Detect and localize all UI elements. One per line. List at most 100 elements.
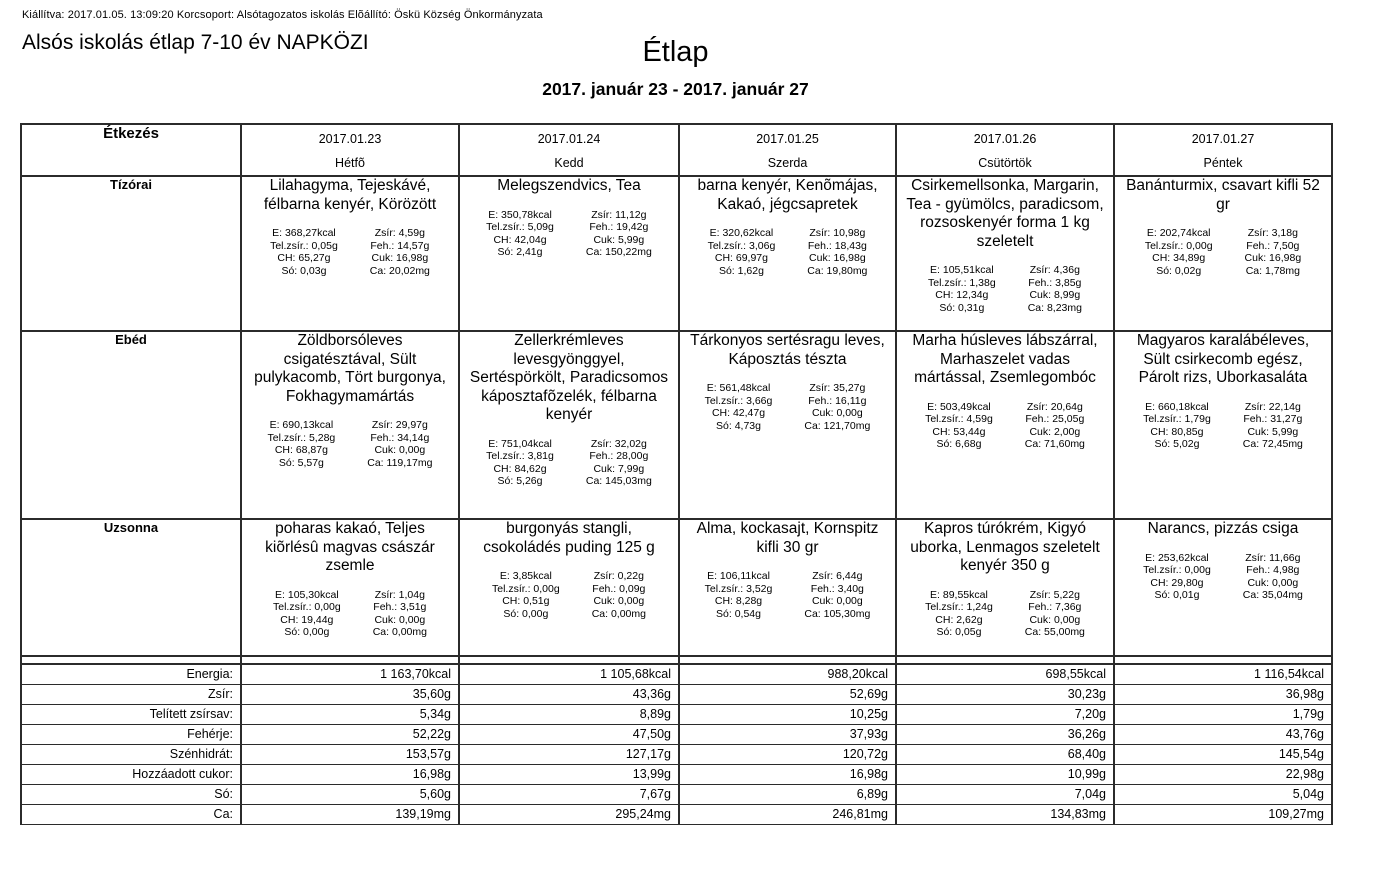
nutrition-line: Tel.zsír.: 0,00g	[1144, 239, 1213, 252]
nutrition-line: Feh.: 25,05g	[1025, 413, 1085, 425]
summary-value: 36,26g	[895, 723, 1115, 745]
meal-menu-text: Alma, kockasajt, Kornspitz kifli 30 gr	[696, 520, 879, 556]
nutrition-line: Zsír: 11,12g	[591, 208, 647, 221]
nutrition-line: Feh.: 14,57g	[370, 239, 430, 252]
weekly-menu-table: Étkezés 2017.01.23 Hétfõ 2017.01.24 Kedd 2017…	[20, 123, 1333, 825]
nutrition-column-left: E: 105,51kcal Tel.zsír.: 1,38g CH: 12,34g S…	[928, 264, 996, 314]
summary-row: Szénhidrát: 153,57g 127,17g 120,72g 68,40g 14…	[20, 743, 1333, 765]
date-range-subtitle: 2017. január 23 - 2017. január 27	[542, 79, 809, 99]
nutrition-column-left: E: 3,85kcal Tel.zsír.: 0,00g CH: 0,51g Só: …	[492, 570, 560, 620]
meal-cell: Csirkemellsonka, Margarin, Tea - gyümölc…	[895, 175, 1115, 332]
nutrition-block: E: 690,13kcal Tel.zsír.: 5,28g CH: 68,87g S…	[242, 419, 458, 469]
nutrition-line: Zsír: 32,02g	[590, 437, 647, 450]
nutrition-line: Ca: 8,23mg	[1027, 301, 1082, 314]
nutrition-line: CH: 68,87g	[274, 444, 328, 456]
nutrition-line: Só: 0,05g	[936, 626, 982, 638]
nutrition-line: CH: 2,62g	[935, 613, 983, 626]
nutrition-line: E: 561,48kcal	[706, 382, 771, 394]
nutrition-line: E: 106,11kcal	[707, 570, 770, 582]
summary-value: 127,17g	[458, 743, 680, 765]
summary-row: Telített zsírsav: 5,34g 8,89g 10,25g 7,20g 1,…	[20, 703, 1333, 725]
nutrition-column-left: E: 106,11kcal Tel.zsír.: 3,52g CH: 8,28g Só…	[705, 570, 773, 620]
spacer-cell	[1113, 655, 1333, 665]
nutrition-line: Feh.: 18,43g	[807, 239, 867, 252]
nutrition-line: Ca: 19,80mg	[807, 264, 868, 277]
nutrition-line: CH: 65,27g	[277, 252, 331, 264]
summary-value: 6,89g	[678, 783, 897, 805]
nutrition-block: E: 105,30kcal Tel.zsír.: 0,00g CH: 19,44g S…	[242, 589, 458, 639]
nutrition-column-right: Zsír: 1,04g Feh.: 3,51g Cuk: 0,00g Ca: 0,00…	[373, 589, 427, 639]
summary-value: 7,20g	[895, 703, 1115, 725]
summary-value: 5,04g	[1113, 783, 1333, 805]
nutrition-line: CH: 53,44g	[932, 425, 986, 438]
nutrition-line: Zsír: 35,27g	[809, 382, 866, 394]
page-title: Étlap	[642, 36, 709, 68]
nutrition-line: Ca: 105,30mg	[804, 607, 871, 620]
nutrition-column-left: E: 350,78kcal Tel.zsír.: 5,09g CH: 42,04g S…	[486, 209, 554, 259]
nutrition-column-right: Zsír: 4,59g Feh.: 14,57g Cuk: 16,98g Ca: 20…	[370, 227, 430, 277]
summary-value: 7,04g	[895, 783, 1115, 805]
meal-menu-text: Narancs, pizzás csiga	[1147, 520, 1299, 537]
nutrition-line: Zsír: 1,04g	[374, 588, 425, 601]
meal-menu-text: Zellerkrémleves levesgyönggyel, Sertéspö…	[469, 332, 669, 423]
meal-cell: Zöldborsóleves csigatésztával, Sült puly…	[240, 330, 460, 520]
nutrition-block: E: 253,62kcal Tel.zsír.: 0,00g CH: 29,80g S…	[1115, 552, 1331, 602]
nutrition-line: Só: 0,03g	[281, 264, 327, 277]
summary-value: 145,54g	[1113, 743, 1333, 765]
nutrition-line: Só: 5,57g	[278, 456, 324, 469]
summary-value: 68,40g	[895, 743, 1115, 765]
summary-value: 988,20kcal	[678, 663, 897, 685]
summary-value: 1 116,54kcal	[1113, 663, 1333, 685]
nutrition-column-left: E: 751,04kcal Tel.zsír.: 3,81g CH: 84,62g S…	[486, 438, 554, 488]
nutrition-column-right: Zsír: 5,22g Feh.: 7,36g Cuk: 0,00g Ca: 55,0…	[1025, 589, 1085, 639]
meal-row: Uzsonna poharas kakaó, Teljes kiõrlésû ma…	[20, 518, 1333, 657]
column-header-day: 2017.01.23 Hétfõ	[240, 123, 460, 177]
nutrition-line: Ca: 1,78mg	[1245, 264, 1300, 277]
nutrition-column-left: E: 368,27kcal Tel.zsír.: 0,05g CH: 65,27g S…	[270, 227, 338, 277]
meal-menu-text: Magyaros karalábéleves, Sült csirkecomb …	[1136, 332, 1310, 386]
table-header: Étkezés 2017.01.23 Hétfõ 2017.01.24 Kedd 2017…	[20, 123, 1333, 177]
nutrition-line: Só: 0,01g	[1154, 589, 1200, 601]
summary-row: Energia: 1 163,70kcal 1 105,68kcal 988,20kc…	[20, 663, 1333, 685]
nutrition-line: Tel.zsír.: 3,81g	[486, 450, 554, 462]
summary-value: 37,93g	[678, 723, 897, 745]
nutrition-column-left: E: 503,49kcal Tel.zsír.: 4,59g CH: 53,44g S…	[925, 401, 993, 451]
nutrition-line: Só: 4,73g	[716, 419, 761, 432]
nutrition-block: E: 751,04kcal Tel.zsír.: 3,81g CH: 84,62g S…	[460, 438, 678, 488]
column-header-day: 2017.01.25 Szerda	[678, 123, 897, 177]
nutrition-column-right: Zsír: 11,12g Feh.: 19,42g Cuk: 5,99g Ca: 15…	[586, 209, 652, 259]
nutrition-line: E: 751,04kcal	[488, 437, 552, 450]
summary-row-label: Fehérje:	[20, 723, 242, 745]
meal-cell: Magyaros karalábéleves, Sült csirkecomb …	[1113, 330, 1333, 520]
nutrition-line: Tel.zsír.: 1,24g	[925, 601, 993, 613]
meal-row-label: Tízórai	[20, 175, 242, 332]
nutrition-line: E: 253,62kcal	[1145, 551, 1209, 564]
summary-value: 153,57g	[240, 743, 460, 765]
meal-row: Tízórai Lilahagyma, Tejeskávé, félbarna k…	[20, 175, 1333, 332]
nutrition-line: CH: 69,97g	[714, 252, 768, 264]
meal-cell: Kapros túrókrém, Kigyó uborka, Lenmagos …	[895, 518, 1115, 657]
nutrition-line: CH: 8,28g	[714, 595, 763, 607]
nutrition-line: Cuk: 8,99g	[1029, 289, 1081, 301]
meal-cell: Tárkonyos sertésragu leves, Káposztás té…	[678, 330, 897, 520]
nutrition-block: E: 503,49kcal Tel.zsír.: 4,59g CH: 53,44g S…	[897, 401, 1113, 451]
nutrition-line: Tel.zsír.: 0,00g	[492, 582, 560, 595]
nutrition-block: E: 320,62kcal Tel.zsír.: 3,06g CH: 69,97g S…	[680, 227, 895, 277]
column-header-day: 2017.01.24 Kedd	[458, 123, 680, 177]
header-day-name: Csütörtök	[978, 156, 1032, 170]
meal-cell: Lilahagyma, Tejeskávé, félbarna kenyér, …	[240, 175, 460, 332]
meal-menu-text: Marha húsleves lábszárral, Marhaszelet v…	[912, 332, 1098, 386]
nutrition-line: CH: 80,85g	[1150, 425, 1204, 438]
summary-value: 139,19mg	[240, 803, 460, 825]
nutrition-line: Zsír: 4,59g	[374, 227, 425, 239]
summary-value: 1 105,68kcal	[458, 663, 680, 685]
nutrition-line: CH: 29,80g	[1150, 576, 1204, 589]
nutrition-line: Cuk: 0,00g	[374, 613, 426, 626]
nutrition-line: CH: 84,62g	[493, 462, 547, 475]
summary-row: Fehérje: 52,22g 47,50g 37,93g 36,26g 43,76g	[20, 723, 1333, 745]
nutrition-column-left: E: 89,55kcal Tel.zsír.: 1,24g CH: 2,62g Só:…	[925, 589, 993, 639]
summary-value: 246,81mg	[678, 803, 897, 825]
nutrition-line: Zsír: 4,36g	[1029, 264, 1080, 276]
nutrition-line: E: 350,78kcal	[488, 208, 552, 221]
nutrition-line: E: 89,55kcal	[930, 588, 988, 601]
